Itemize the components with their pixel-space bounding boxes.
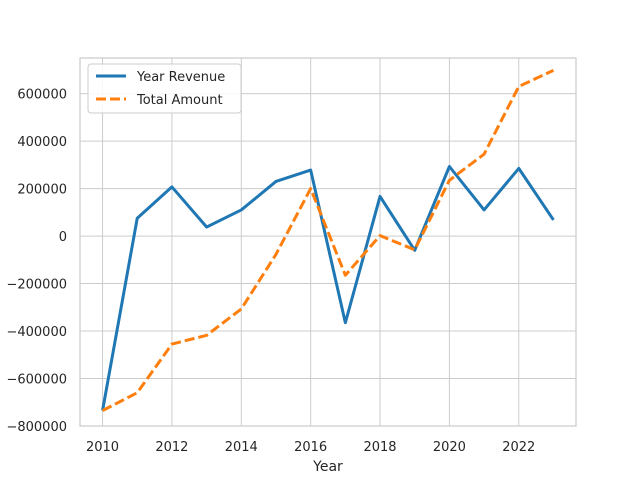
y-tick-label: 0 <box>59 230 67 245</box>
x-tick-label: 2014 <box>225 440 258 455</box>
legend-label-total-amount: Total Amount <box>136 93 223 108</box>
y-tick-label: 400000 <box>17 135 67 150</box>
legend-box <box>87 63 242 114</box>
x-tick-label: 2010 <box>86 440 119 455</box>
y-tick-label: 200000 <box>17 183 67 198</box>
y-tick-label: −200000 <box>6 278 67 293</box>
series-lines <box>101 68 555 412</box>
x-tick-label: 2018 <box>363 440 396 455</box>
plot-frame <box>79 57 577 427</box>
y-tick-label: −800000 <box>6 420 67 435</box>
x-tick-label: 2012 <box>155 440 188 455</box>
y-tick-label: −600000 <box>6 373 67 388</box>
legend: Year Revenue Total Amount <box>87 63 242 114</box>
x-tick-labels: 2010 2012 2014 2016 2018 2020 2022 <box>86 440 535 455</box>
y-tick-label: −400000 <box>6 325 67 340</box>
y-tick-labels: −800000 −600000 −400000 −200000 0 200000 40000… <box>6 88 67 435</box>
y-tick-label: 600000 <box>17 88 67 103</box>
series-line-total-amount <box>101 68 555 412</box>
x-tick-label: 2022 <box>502 440 535 455</box>
series-line-year-revenue <box>101 165 555 411</box>
legend-label-year-revenue: Year Revenue <box>136 70 225 85</box>
grid <box>80 58 576 427</box>
x-axis-title: Year <box>312 459 343 475</box>
x-tick-label: 2020 <box>433 440 466 455</box>
x-tick-label: 2016 <box>294 440 327 455</box>
